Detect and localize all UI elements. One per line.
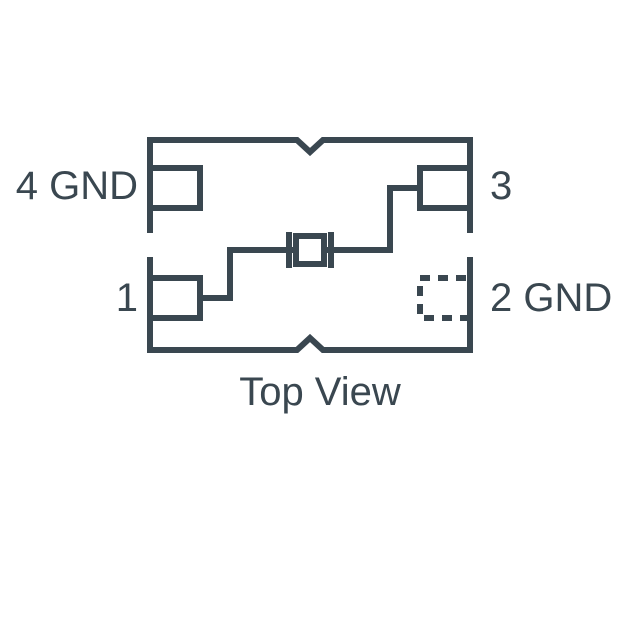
pin1-label: 1	[116, 276, 138, 321]
pad	[420, 168, 470, 208]
pad	[150, 278, 200, 318]
pad	[420, 278, 470, 318]
trace	[200, 250, 295, 298]
pin2-label: 2 GND	[490, 276, 612, 321]
caption: Top View	[0, 370, 640, 415]
trace	[325, 188, 420, 250]
pin4-label: 4 GND	[16, 164, 138, 209]
crystal-body	[296, 236, 324, 264]
pad	[150, 168, 200, 208]
pin3-label: 3	[490, 164, 512, 209]
